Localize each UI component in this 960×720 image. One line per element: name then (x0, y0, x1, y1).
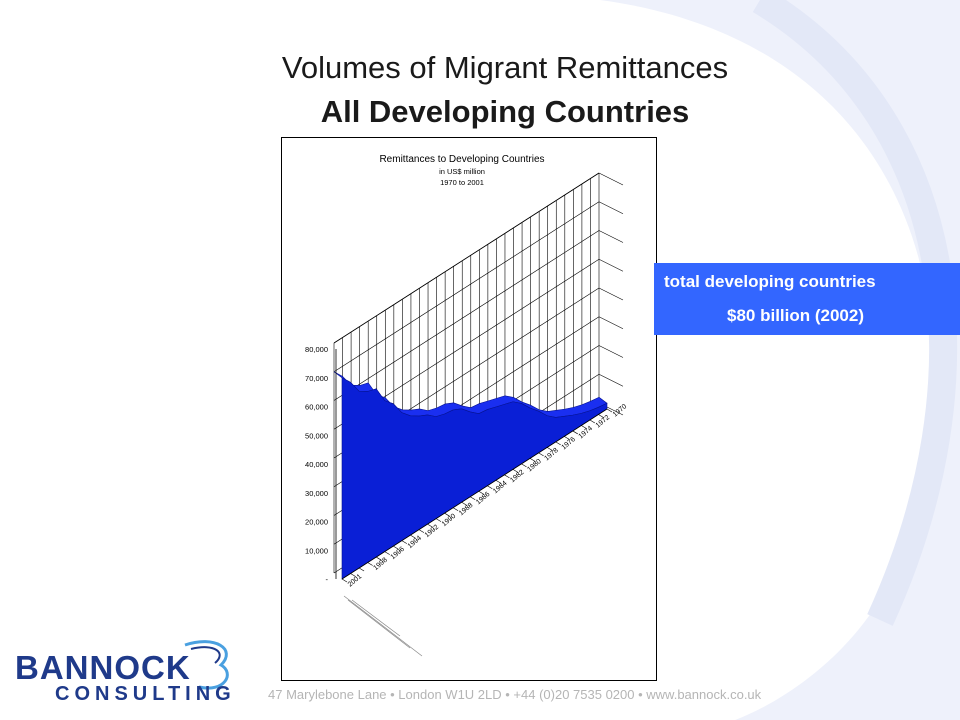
y-tick-label: 60,000 (305, 403, 328, 412)
x-tick-label: 1986 (475, 491, 492, 506)
gridline-horizontal (333, 230, 600, 401)
x-tick-mark (598, 414, 604, 418)
callout-label: total developing countries (664, 272, 876, 291)
y-axis-ticks: - 10,000 20,000 30,000 40,000 50,000 60,000 70,… (305, 345, 337, 584)
series-area (341, 377, 608, 580)
slide-title: Volumes of Migrant Remittances (281, 50, 729, 85)
chart-series (333, 371, 608, 580)
x-tick-mark (521, 463, 527, 468)
x-tick-label: 1984 (492, 480, 509, 495)
x-tick-label: 1982 (509, 469, 526, 484)
y-tick-label: 30,000 (305, 489, 328, 498)
x-tick-label: 1988 (458, 502, 475, 517)
x-tick-label: 1970 (612, 403, 629, 418)
x-tick-mark (512, 469, 519, 473)
x-tick-mark (410, 534, 416, 539)
callout-value: $80 billion (2002) (727, 306, 864, 325)
side-wall-line (598, 345, 624, 358)
x-tick-mark (564, 436, 570, 440)
side-wall-line (598, 287, 624, 301)
x-tick-label: 1974 (578, 425, 595, 440)
x-tick-label: 1978 (543, 447, 560, 462)
x-tick-mark (376, 556, 382, 561)
x-tick-mark (487, 485, 493, 490)
footer-address: 47 Marylebone Lane • London W1U 2LD • +4… (268, 687, 762, 702)
x-tick-mark (444, 512, 450, 517)
side-wall-line (598, 230, 624, 243)
x-tick-mark (581, 425, 587, 429)
y-tick-label: - (326, 575, 329, 584)
x-tick-mark (435, 518, 442, 522)
x-tick-mark (478, 491, 484, 495)
side-wall-line (598, 201, 624, 215)
slide-subtitle: All Developing Countries (320, 94, 690, 129)
x-tick-label: 1976 (560, 436, 577, 451)
side-wall-line (598, 258, 624, 272)
side-wall-line (598, 172, 624, 186)
x-tick-mark (504, 474, 510, 479)
x-tick-mark (529, 458, 536, 462)
plot-top-edge (333, 172, 600, 344)
x-tick-label: 1994 (407, 535, 424, 550)
remittance-chart: Remittances to Developing Countries in U… (305, 154, 629, 657)
x-tick-label: 1980 (526, 458, 543, 473)
y-tick-label: 40,000 (305, 460, 328, 469)
series-legend-residue (343, 595, 423, 657)
x-tick-label: 1998 (372, 557, 389, 572)
total-callout-box: total developing countries $80 billion (… (654, 263, 960, 335)
x-tick-mark (572, 430, 578, 435)
logo-wordmark: BANNOCK (15, 649, 191, 686)
chart-title: Remittances to Developing Countries (379, 154, 544, 165)
x-axis-line (341, 408, 608, 580)
x-tick-mark (401, 540, 407, 544)
x-tick-mark (393, 545, 399, 550)
x-tick-label: 1990 (441, 513, 458, 528)
chart-subtitle-2: 1970 to 2001 (440, 178, 484, 187)
y-tick-label: 80,000 (305, 345, 328, 354)
y-tick-label: 70,000 (305, 374, 328, 383)
x-tick-mark (606, 408, 613, 413)
logo-tagline: CONSULTING (55, 683, 236, 705)
x-tick-mark (418, 529, 425, 533)
x-tick-mark (384, 551, 390, 555)
x-tick-mark (367, 562, 373, 566)
chart-subtitle-1: in US$ million (439, 167, 485, 176)
y-tick-label: 20,000 (305, 518, 328, 527)
bannock-logo: BANNOCK CONSULTING (15, 637, 245, 707)
x-tick-mark (470, 496, 476, 500)
x-tick-mark (589, 419, 596, 424)
side-wall-line (598, 373, 624, 387)
x-tick-label: 1996 (390, 546, 407, 561)
x-tick-mark (461, 501, 467, 506)
x-tick-mark (555, 441, 561, 446)
x-tick-mark (350, 573, 356, 577)
x-tick-mark (452, 507, 459, 511)
x-tick-mark (358, 567, 365, 572)
side-wall-line (598, 316, 624, 330)
logo-swirl-icon (184, 640, 229, 690)
chart-frame: Remittances to Developing Countries in U… (281, 137, 657, 681)
x-tick-mark (427, 523, 433, 528)
x-tick-label: 1972 (595, 414, 612, 429)
x-tick-mark (547, 447, 553, 451)
x-tick-label: 1992 (424, 524, 441, 539)
gridline-horizontal (333, 201, 600, 373)
y-tick-label: 50,000 (305, 431, 328, 440)
x-tick-mark (495, 480, 502, 484)
x-tick-mark (341, 578, 348, 583)
y-tick-label: 10,000 (305, 546, 328, 555)
x-tick-mark (538, 452, 544, 457)
x-tick-label: 2001 (347, 573, 364, 588)
